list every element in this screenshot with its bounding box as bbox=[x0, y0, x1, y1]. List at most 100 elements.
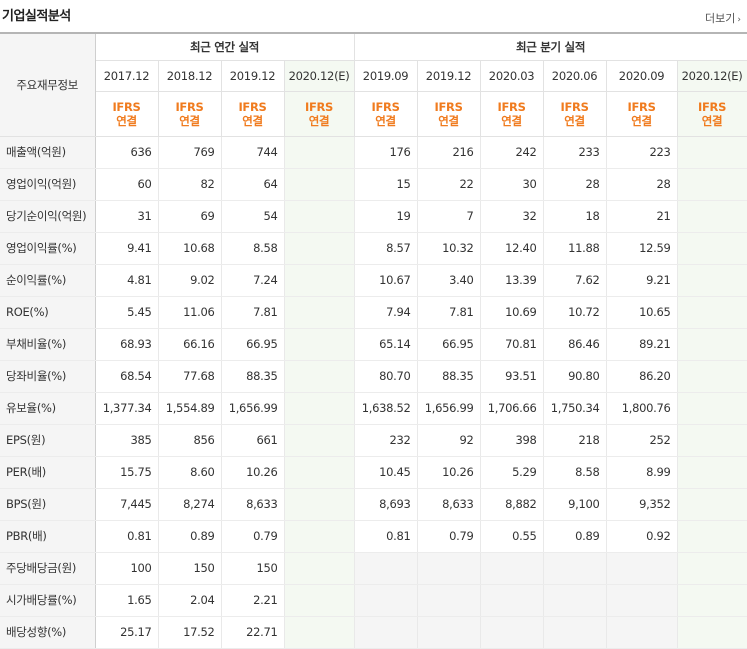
table-cell: 25.17 bbox=[95, 616, 159, 649]
table-cell: 0.79 bbox=[417, 520, 481, 553]
table-cell: 385 bbox=[95, 423, 159, 457]
more-label: 더보기 bbox=[705, 12, 736, 25]
table-cell: 92 bbox=[417, 423, 481, 457]
table-cell bbox=[284, 264, 355, 297]
table-cell bbox=[677, 296, 747, 329]
table-cell: 7.81 bbox=[221, 296, 285, 329]
row-label: 영업이익률(%) bbox=[0, 231, 96, 265]
table-cell bbox=[284, 136, 355, 169]
table-cell bbox=[543, 616, 607, 649]
basis-standard: IFRS bbox=[560, 99, 589, 114]
section-title: 기업실적분석 bbox=[2, 9, 71, 24]
table-cell: 1,377.34 bbox=[95, 392, 159, 425]
table-cell: 8.60 bbox=[158, 456, 222, 489]
table-cell bbox=[284, 423, 355, 457]
row-label: 당기순이익(억원) bbox=[0, 200, 96, 233]
table-cell: 31 bbox=[95, 200, 159, 233]
table-cell: 7.94 bbox=[353, 296, 418, 329]
table-cell: 13.39 bbox=[480, 264, 544, 297]
table-cell: 0.92 bbox=[606, 520, 678, 553]
period-header: 2019.12 bbox=[221, 60, 285, 92]
table-row: 당좌비율(%) 68.54 77.68 88.35 80.70 88.35 93.51 90.… bbox=[0, 360, 747, 393]
table-cell bbox=[677, 616, 747, 649]
table-row: BPS(원) 7,445 8,274 8,633 8,693 8,633 8,882 9,10… bbox=[0, 488, 747, 521]
table-cell: 1.65 bbox=[95, 584, 159, 617]
table-cell bbox=[480, 584, 544, 617]
table-row: ROE(%) 5.45 11.06 7.81 7.94 7.81 10.69 10.72 10.… bbox=[0, 296, 747, 329]
table-cell: 10.26 bbox=[417, 456, 481, 489]
table-cell bbox=[543, 584, 607, 617]
financial-summary-table: 주요재무정보 최근 연간 실적 최근 분기 실적 2017.12 2018.12 2… bbox=[0, 32, 747, 649]
accounting-basis-header: IFRS 연결 bbox=[221, 91, 285, 137]
table-cell: 88.35 bbox=[417, 360, 481, 393]
table-cell bbox=[417, 584, 481, 617]
row-label: 매출액(억원) bbox=[0, 136, 96, 169]
accounting-basis-header: IFRS 연결 bbox=[284, 91, 355, 137]
table-cell: 28 bbox=[606, 168, 678, 201]
table-row: EPS(원) 385 856 661 232 92 398 218 252 bbox=[0, 423, 747, 457]
table-cell bbox=[353, 616, 418, 649]
quarterly-group-header: 최근 분기 실적 bbox=[353, 33, 747, 61]
table-cell: 4.81 bbox=[95, 264, 159, 297]
row-label: 배당성향(%) bbox=[0, 616, 96, 649]
table-cell: 2.21 bbox=[221, 584, 285, 617]
table-cell: 1,800.76 bbox=[606, 392, 678, 425]
period-header: 2020.03 bbox=[480, 60, 544, 92]
table-cell: 68.93 bbox=[95, 327, 159, 361]
table-cell: 28 bbox=[543, 168, 607, 201]
table-cell: 242 bbox=[480, 136, 544, 169]
table-cell bbox=[284, 488, 355, 521]
accounting-basis-header: IFRS 연결 bbox=[158, 91, 222, 137]
table-cell: 70.81 bbox=[480, 327, 544, 361]
annual-group-header: 최근 연간 실적 bbox=[95, 33, 355, 61]
table-cell: 54 bbox=[221, 200, 285, 233]
table-cell bbox=[677, 392, 747, 425]
table-cell: 9.21 bbox=[606, 264, 678, 297]
period-header: 2017.12 bbox=[95, 60, 159, 92]
table-cell: 10.67 bbox=[353, 264, 418, 297]
table-cell bbox=[677, 200, 747, 233]
table-cell bbox=[677, 264, 747, 297]
table-cell: 769 bbox=[158, 136, 222, 169]
table-cell bbox=[353, 551, 418, 585]
table-cell: 10.68 bbox=[158, 231, 222, 265]
period-header: 2020.12(E) bbox=[677, 60, 747, 92]
row-label: ROE(%) bbox=[0, 296, 96, 329]
table-cell: 86.46 bbox=[543, 327, 607, 361]
table-cell: 8.57 bbox=[353, 231, 418, 265]
table-cell bbox=[353, 584, 418, 617]
table-cell: 88.35 bbox=[221, 360, 285, 393]
table-cell: 8.99 bbox=[606, 456, 678, 489]
table-cell: 9.02 bbox=[158, 264, 222, 297]
row-header-label: 주요재무정보 bbox=[0, 33, 96, 137]
table-cell: 5.45 bbox=[95, 296, 159, 329]
table-cell: 0.81 bbox=[95, 520, 159, 553]
table-cell: 636 bbox=[95, 136, 159, 169]
table-cell: 150 bbox=[158, 551, 222, 585]
table-cell: 0.79 bbox=[221, 520, 285, 553]
table-cell: 82 bbox=[158, 168, 222, 201]
table-cell: 89.21 bbox=[606, 327, 678, 361]
table-cell: 17.52 bbox=[158, 616, 222, 649]
table-cell bbox=[677, 136, 747, 169]
table-row: PER(배) 15.75 8.60 10.26 10.45 10.26 5.29 8.58 8.… bbox=[0, 456, 747, 489]
table-cell: 10.65 bbox=[606, 296, 678, 329]
table-cell: 100 bbox=[95, 551, 159, 585]
table-cell: 60 bbox=[95, 168, 159, 201]
table-cell: 10.32 bbox=[417, 231, 481, 265]
basis-standard: IFRS bbox=[175, 99, 204, 114]
table-cell: 22.71 bbox=[221, 616, 285, 649]
table-cell: 9,100 bbox=[543, 488, 607, 521]
table-cell: 10.72 bbox=[543, 296, 607, 329]
row-label: 부채비율(%) bbox=[0, 327, 96, 361]
table-cell: 21 bbox=[606, 200, 678, 233]
table-cell: 8,633 bbox=[221, 488, 285, 521]
more-link[interactable]: 더보기 › bbox=[705, 10, 741, 26]
table-cell bbox=[284, 616, 355, 649]
table-cell: 856 bbox=[158, 423, 222, 457]
table-cell: 232 bbox=[353, 423, 418, 457]
table-cell: 1,554.89 bbox=[158, 392, 222, 425]
period-header: 2020.06 bbox=[543, 60, 607, 92]
basis-standard: IFRS bbox=[304, 99, 334, 114]
table-cell bbox=[606, 616, 678, 649]
